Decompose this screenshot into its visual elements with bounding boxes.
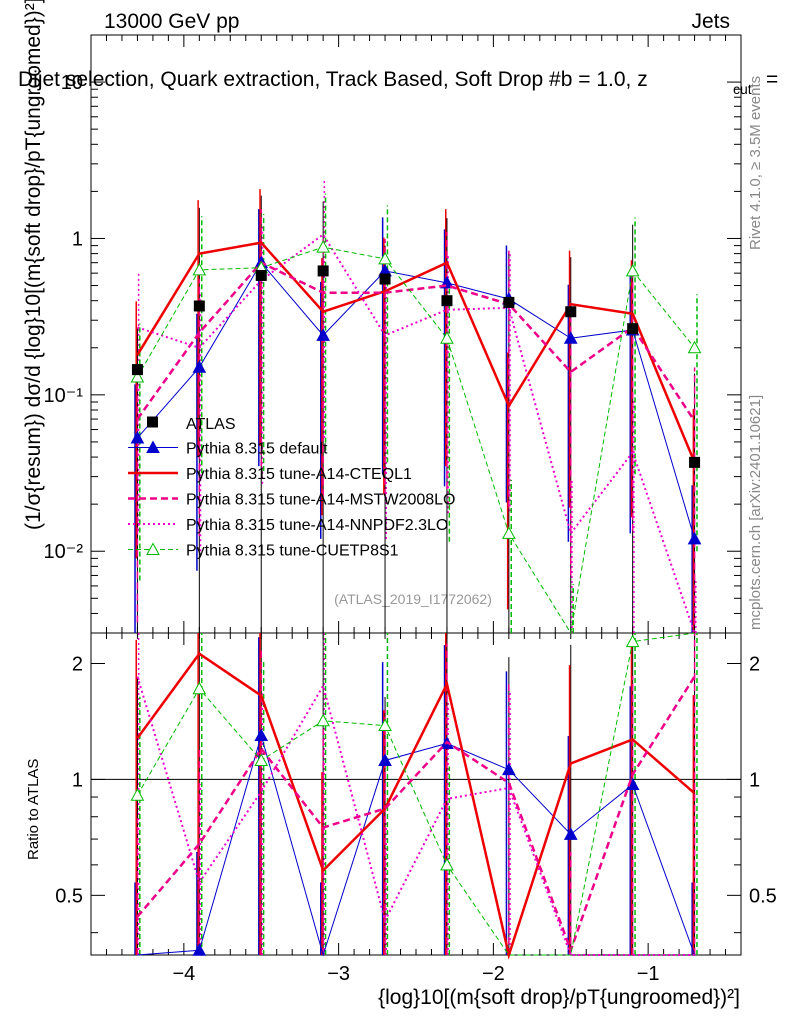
ratio-line [136,632,695,956]
ratio-marker [378,718,392,732]
process-label: Jets [691,10,730,33]
series-marker [625,263,640,277]
x-axis-label: {log}10[(m{soft drop}/pT{ungroomed})²] [378,986,740,1009]
y-tick-label-ratio-right: 2 [749,653,760,675]
selection-suffix: = [766,68,778,91]
atlas-point [565,306,577,318]
atlas-point [441,295,453,307]
error-bars [134,180,698,955]
legend-label: Pythia 8.315 default [186,441,328,458]
x-tick-label: −3 [327,963,350,985]
y-tick-label-main: 1 [72,228,83,250]
legend-marker [146,542,160,555]
atlas-point [255,269,267,281]
legend-label: Pythia 8.315 tune-A14-NNPDF2.3LO [186,517,448,534]
ratio-marker [440,857,454,871]
y-tick-label-ratio: 0.5 [55,885,83,907]
ratio-marker [192,681,207,695]
ratio-marker [502,762,516,776]
series-line [136,241,696,463]
ratio-line [136,652,696,960]
ratio-series [130,632,696,960]
ratio-marker [130,788,145,801]
rivet-label: Rivet 4.1.0, ≥ 3.5M events [747,76,764,250]
x-tick-label: −4 [172,963,195,985]
series-marker [378,251,392,265]
series-marker [687,340,702,354]
series-line [136,246,695,635]
selection-subscript: cut [733,81,752,97]
series-marker [192,360,207,373]
legend-marker-atlas [147,416,158,428]
x-tick-label: −1 [637,963,660,985]
atlas-points [131,265,701,468]
series-marker [130,430,145,444]
series-marker [316,328,330,341]
legend-marker [146,440,160,453]
main-series [130,233,702,635]
series-line [137,233,696,634]
y-tick-label-ratio: 1 [72,769,83,791]
y-tick-label-ratio-right: 0.5 [749,885,777,907]
ratio-line [137,733,696,957]
ratio-marker [254,753,269,766]
series-marker [563,331,578,344]
series-marker [192,262,207,276]
legend: ATLAS Pythia 8.315 default Pythia 8.315 tu… [128,416,455,560]
series-marker [316,240,330,253]
atlas-point [193,300,205,312]
series-marker [687,531,702,545]
y-tick-label-ratio: 2 [72,653,83,675]
ratio-marker [254,728,269,742]
ratio-marker [316,713,330,727]
ratio-marker [192,943,207,956]
analysis-watermark: (ATLAS_2019_I1772062) [334,591,492,607]
ratio-marker [625,634,640,648]
legend-label: Pythia 8.315 tune-A14-CTEQL1 [186,466,412,483]
legend-label: Pythia 8.315 tune-A14-MSTW2008LO [186,492,455,509]
y-tick-label-main: 10⁻² [44,541,84,563]
atlas-point [689,456,701,468]
series-marker [440,331,454,344]
y-tick-label-main: 10 [61,72,83,94]
ratio-line [136,676,695,956]
legend-label-atlas: ATLAS [186,416,236,433]
y-tick-label-ratio-right: 1 [749,769,760,791]
y-tick-label-main: 10⁻¹ [44,385,84,407]
series-marker [502,526,516,539]
atlas-point [317,265,329,277]
mcplots-label: mcplots.cern.ch [arXiv:2401.10621] [747,395,764,630]
legend-label: Pythia 8.315 tune-CUETP8S1 [186,543,399,560]
atlas-point [379,273,391,285]
series-line [136,261,696,422]
atlas-point [627,323,639,335]
axis-ticks: −4 −3 −2 −1 10⁻² 10⁻¹ 1 10 0.5 0.5 1 1 2 2 [44,34,777,985]
x-tick-label: −2 [482,963,505,985]
y-axis-label-main: (1/σ{resum}) dσ/d {log}10[(m{soft drop}/… [22,0,45,530]
series-marker [130,369,145,383]
atlas-point [131,364,143,376]
ratio-line [136,675,696,954]
y-axis-label-ratio: Ratio to ATLAS [25,759,42,860]
ratio-marker [563,827,578,840]
energy-label: 13000 GeV pp [104,10,239,33]
ratio-marker [378,753,392,766]
atlas-point [503,296,515,308]
selection-title: Dijet selection, Quark extraction, Track… [18,68,648,91]
